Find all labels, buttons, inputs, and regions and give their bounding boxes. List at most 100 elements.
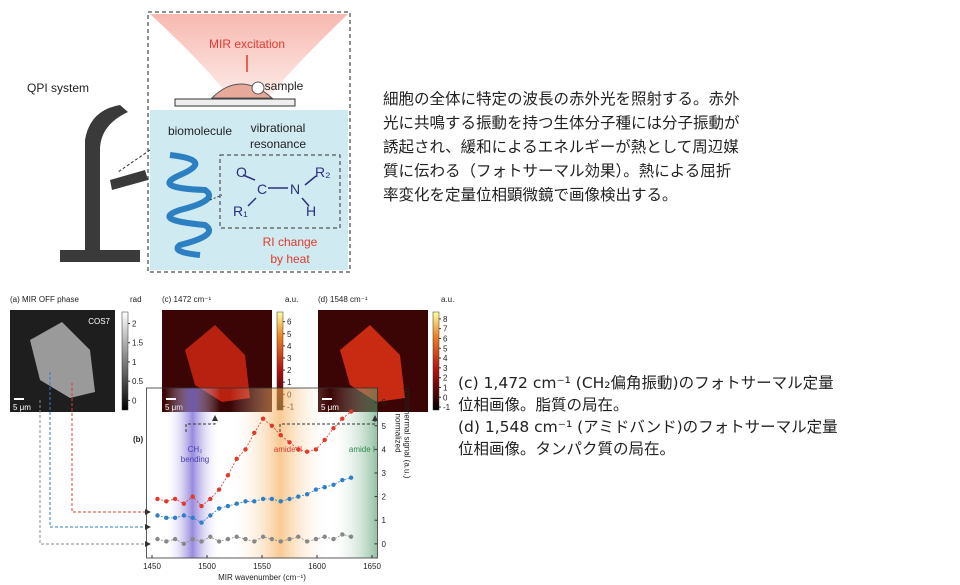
y-tick-label: 1 (382, 516, 387, 525)
atom: R₁ (233, 203, 248, 219)
colorbar-tick-label: 5 (287, 330, 292, 339)
data-point (217, 539, 221, 543)
data-point (323, 535, 327, 539)
atom: N (290, 181, 300, 197)
data-point (323, 485, 327, 489)
x-tick-label: 1650 (363, 562, 381, 571)
colorbar-tick-label: 1.5 (132, 339, 144, 348)
data-point (252, 431, 256, 435)
description-line: 誘起され、緩和によるエネルギーが熱として周辺媒 (383, 138, 739, 156)
captions: (c) 1,472 cm⁻¹ (CH₂偏角振動)のフォトサーマル定量位相画像。脂… (458, 374, 838, 458)
data-point (182, 501, 186, 505)
data-point (296, 447, 300, 451)
data-point (182, 513, 186, 517)
colorbar-tick-label: 3 (443, 364, 448, 373)
data-point (340, 416, 344, 420)
x-tick-label: 1450 (143, 562, 161, 571)
colorbar-tick-label: 1 (132, 358, 137, 367)
data-point (252, 539, 256, 543)
description-line: 率変化を定量位相顕微鏡で画像検出する。 (383, 185, 678, 204)
data-point (235, 501, 239, 505)
data-point (191, 516, 195, 520)
data-point (217, 506, 221, 510)
colorbar-tick-label: 5 (443, 344, 448, 353)
data-point (235, 457, 239, 461)
ir-cone (150, 14, 348, 95)
data-point (261, 416, 265, 420)
data-point (191, 494, 195, 498)
band-label: bending (181, 455, 209, 464)
panel-label: (c) 1472 cm⁻¹ (162, 295, 211, 304)
y-axis-label: photothermal signal (a.u.) (403, 388, 412, 479)
panel-label: (b) (133, 435, 144, 444)
data-point (270, 424, 274, 428)
description-line: 細胞の全体に特定の波長の赤外光を照射する。赤外 (383, 90, 740, 108)
unit-label: rad (130, 295, 142, 304)
data-point (173, 497, 177, 501)
data-point (243, 447, 247, 451)
y-tick-label: 0 (382, 540, 387, 549)
unit-label: a.u. (441, 295, 454, 304)
data-point (270, 497, 274, 501)
colorbar-tick-label: 4 (443, 354, 448, 363)
data-point (314, 537, 318, 541)
atom: H (306, 203, 316, 219)
data-point (182, 542, 186, 546)
label: MIR excitation (209, 37, 285, 51)
data-point (287, 497, 291, 501)
data-point (217, 487, 221, 491)
data-point (155, 497, 159, 501)
x-tick-label: 1500 (198, 562, 216, 571)
data-point (164, 499, 168, 503)
colorbar-tick-label: 1 (443, 383, 448, 392)
data-point (340, 532, 344, 536)
data-point (243, 499, 247, 503)
caption-line: 位相画像。タンパク質の局在。 (458, 440, 675, 458)
colorbar-tick-label: 3 (287, 354, 292, 363)
data-point (226, 504, 230, 508)
data-point (208, 535, 212, 539)
y-tick-label: 3 (382, 469, 387, 478)
data-point (261, 535, 265, 539)
label: vibrational (251, 121, 306, 135)
data-point (305, 539, 309, 543)
band-label: CH₂ (188, 445, 203, 454)
caption-line: (c) 1,472 cm⁻¹ (CH₂偏角振動)のフォトサーマル定量 (458, 374, 834, 392)
colorbar-tick-label: 2 (132, 320, 137, 329)
data-point (270, 537, 274, 541)
colorbar-tick-label: 6 (443, 334, 448, 343)
colorbar-tick-label: 0.5 (132, 377, 144, 386)
panel-label: (a) MIR OFF phase (10, 295, 79, 304)
label: RI change (263, 235, 318, 249)
y-tick-label: 2 (382, 493, 387, 502)
data-point (349, 476, 353, 480)
data-point (191, 537, 195, 541)
atom: C (257, 181, 267, 197)
data-point (349, 535, 353, 539)
x-tick-label: 1600 (308, 562, 326, 571)
data-point (164, 539, 168, 543)
data-point (331, 537, 335, 541)
label: QPI system (27, 81, 89, 95)
data-point (323, 438, 327, 442)
description-line: 質に伝わる（フォトサーマル効果）。熱による屈折 (383, 162, 731, 180)
data-point (340, 478, 344, 482)
page: MIR excitation sample QPI system biomole… (0, 0, 960, 585)
x-tick-label: 1550 (253, 562, 271, 571)
caption-line: (d) 1,548 cm⁻¹ (アミドバンド)のフォトサーマル定量 (458, 418, 838, 436)
colorbar-tick-label: 0 (132, 396, 137, 405)
data-point (305, 450, 309, 454)
data-point (235, 535, 239, 539)
y-axis-label: normalized (394, 413, 403, 452)
colorbar-tick-label: 2 (443, 374, 448, 383)
caption-line: 位相画像。脂質の局在。 (458, 396, 629, 414)
data-point (279, 499, 283, 503)
scale-bar-label: 5 μm (13, 403, 31, 412)
panel-label: (d) 1548 cm⁻¹ (318, 295, 368, 304)
band-label: amide I (349, 445, 375, 454)
label: resonance (250, 137, 306, 151)
colorbar-tick-label: 8 (443, 315, 448, 324)
label: by heat (270, 252, 310, 266)
data-point (173, 537, 177, 541)
data-point (199, 520, 203, 524)
